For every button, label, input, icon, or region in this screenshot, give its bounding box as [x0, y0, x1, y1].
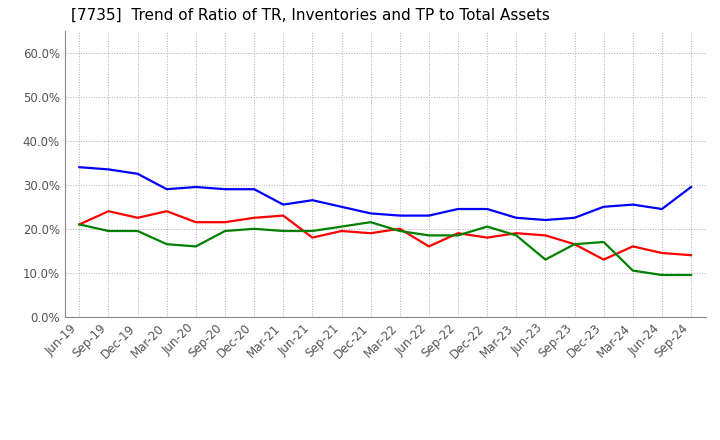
Trade Receivables: [104, 209, 113, 214]
Inventories: [220, 187, 229, 192]
Trade Receivables: [75, 222, 84, 227]
Inventories: [133, 171, 142, 176]
Inventories: [337, 204, 346, 209]
Inventories: [599, 204, 608, 209]
Trade Receivables: [220, 220, 229, 225]
Trade Receivables: [425, 244, 433, 249]
Inventories: [279, 202, 287, 207]
Trade Receivables: [279, 213, 287, 218]
Trade Receivables: [512, 231, 521, 236]
Trade Payables: [541, 257, 550, 262]
Trade Receivables: [192, 220, 200, 225]
Trade Payables: [395, 228, 404, 234]
Trade Receivables: [308, 235, 317, 240]
Trade Payables: [599, 239, 608, 245]
Inventories: [366, 211, 375, 216]
Text: [7735]  Trend of Ratio of TR, Inventories and TP to Total Assets: [7735] Trend of Ratio of TR, Inventories…: [71, 7, 550, 23]
Inventories: [192, 184, 200, 190]
Inventories: [570, 215, 579, 220]
Trade Payables: [425, 233, 433, 238]
Line: Inventories: Inventories: [79, 167, 691, 220]
Trade Receivables: [541, 233, 550, 238]
Trade Receivables: [629, 244, 637, 249]
Inventories: [308, 198, 317, 203]
Inventories: [483, 206, 492, 212]
Inventories: [657, 206, 666, 212]
Trade Receivables: [657, 250, 666, 256]
Inventories: [425, 213, 433, 218]
Trade Payables: [104, 228, 113, 234]
Trade Receivables: [250, 215, 258, 220]
Trade Receivables: [570, 242, 579, 247]
Trade Payables: [454, 233, 462, 238]
Trade Receivables: [454, 231, 462, 236]
Trade Receivables: [337, 228, 346, 234]
Inventories: [512, 215, 521, 220]
Trade Receivables: [483, 235, 492, 240]
Trade Payables: [220, 228, 229, 234]
Trade Payables: [366, 220, 375, 225]
Trade Payables: [192, 244, 200, 249]
Inventories: [629, 202, 637, 207]
Trade Receivables: [133, 215, 142, 220]
Trade Payables: [133, 228, 142, 234]
Trade Payables: [657, 272, 666, 278]
Trade Payables: [337, 224, 346, 229]
Trade Payables: [483, 224, 492, 229]
Trade Payables: [279, 228, 287, 234]
Trade Receivables: [395, 226, 404, 231]
Line: Trade Receivables: Trade Receivables: [79, 211, 691, 260]
Inventories: [541, 217, 550, 223]
Trade Receivables: [163, 209, 171, 214]
Inventories: [75, 165, 84, 170]
Trade Receivables: [366, 231, 375, 236]
Trade Payables: [687, 272, 696, 278]
Trade Payables: [570, 242, 579, 247]
Inventories: [687, 184, 696, 190]
Line: Trade Payables: Trade Payables: [79, 222, 691, 275]
Trade Receivables: [687, 253, 696, 258]
Trade Payables: [75, 222, 84, 227]
Inventories: [454, 206, 462, 212]
Trade Receivables: [599, 257, 608, 262]
Inventories: [104, 167, 113, 172]
Trade Payables: [163, 242, 171, 247]
Inventories: [250, 187, 258, 192]
Inventories: [163, 187, 171, 192]
Trade Payables: [250, 226, 258, 231]
Inventories: [395, 213, 404, 218]
Trade Payables: [629, 268, 637, 273]
Trade Payables: [512, 233, 521, 238]
Trade Payables: [308, 228, 317, 234]
